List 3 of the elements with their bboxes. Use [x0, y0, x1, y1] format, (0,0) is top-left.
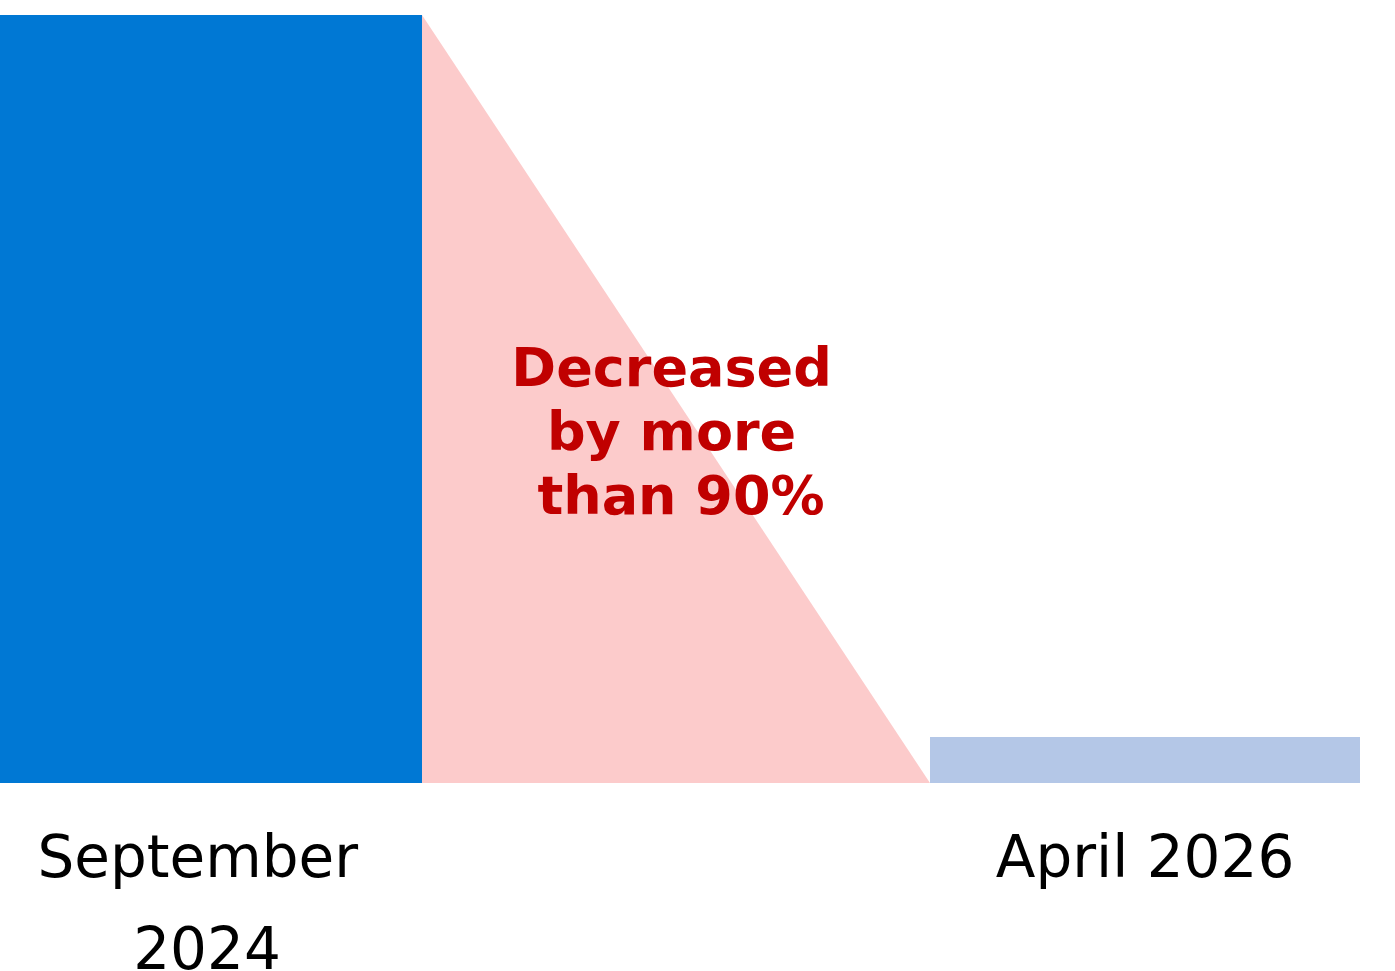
- x-tick-label: April 2026: [995, 823, 1295, 891]
- x-tick-label: September 2024: [37, 823, 377, 971]
- annotation: Decreased by more than 90%: [511, 335, 851, 527]
